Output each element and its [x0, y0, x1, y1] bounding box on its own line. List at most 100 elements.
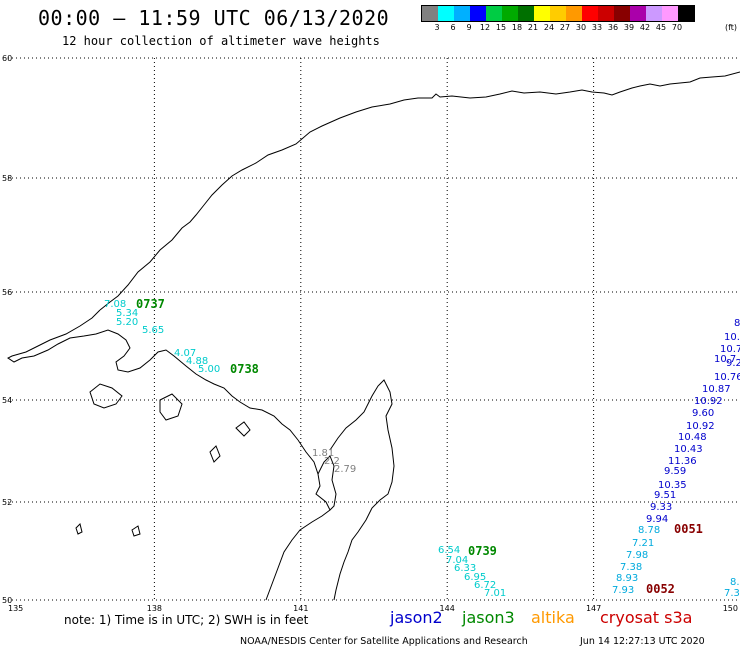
color-bar-label: 27: [559, 23, 571, 32]
color-swatch: [550, 6, 566, 21]
wave-height-label: 7.21: [632, 538, 654, 549]
wave-height-label: 7.38: [620, 562, 642, 573]
longitude-label: 135: [8, 604, 23, 613]
wave-height-label: 10.43: [674, 444, 703, 455]
map-title: 00:00 — 11:59 UTC 06/13/2020: [38, 6, 390, 30]
wave-height-label: 4.88: [186, 356, 208, 367]
island-sakhalin-region: [329, 379, 395, 601]
latitude-label: 52: [2, 498, 12, 507]
wave-height-label: 9.94: [646, 514, 668, 525]
satellite-legend-jason2: jason2: [390, 608, 443, 627]
color-bar-label: 30: [575, 23, 587, 32]
wave-height-label: 10.92: [686, 421, 715, 432]
wave-height-label: 4.07: [174, 348, 196, 359]
wave-height-label: 10.48: [678, 432, 707, 443]
wave-height-label: 8.: [730, 577, 740, 588]
wave-height-label: 7.3: [724, 588, 740, 599]
wave-height-label: 5.20: [116, 317, 138, 328]
color-swatch: [486, 6, 502, 21]
color-swatch: [678, 6, 694, 21]
longitude-label: 150: [723, 604, 738, 613]
coastline-mainland-east: [265, 439, 331, 601]
wave-height-label: 5.00: [198, 364, 220, 375]
coastline-west: [7, 309, 299, 441]
wave-height-label: 6.54: [438, 545, 460, 556]
wave-height-label: 7.01: [484, 588, 506, 599]
wave-height-label: 6.95: [464, 572, 486, 583]
wave-height-label: 10.76: [714, 372, 740, 383]
wave-height-label: 10.35: [658, 480, 687, 491]
map-frame: [8, 58, 740, 600]
wave-height-label: 8.93: [616, 573, 638, 584]
satellite-legend-jason3: jason3: [462, 608, 515, 627]
bay-islands: [75, 383, 251, 537]
color-bar-label: 15: [495, 23, 507, 32]
color-bar-label: 33: [591, 23, 603, 32]
credit-text: NOAA/NESDIS Center for Satellite Applica…: [240, 636, 528, 647]
color-bar-label: 9: [466, 23, 472, 32]
color-swatch: [454, 6, 470, 21]
color-bar-label: 70: [671, 23, 683, 32]
color-swatch: [502, 6, 518, 21]
color-swatch: [646, 6, 662, 21]
color-swatch: [582, 6, 598, 21]
wave-height-label: 5.34: [116, 308, 138, 319]
wave-height-label: 9.33: [650, 502, 672, 513]
latitude-label: 50: [2, 596, 12, 605]
color-bar-label: 18: [511, 23, 523, 32]
wave-height-label: 2.79: [334, 464, 356, 475]
wave-height-label: 8: [734, 318, 740, 329]
color-bar-labels: 3 6 9 12 15 18 21 24 27 30 33 36 39 42 45 70 (ft): [421, 23, 740, 35]
satellite-legend-altika: altika: [531, 608, 575, 627]
color-bar-label: 12: [479, 23, 491, 32]
color-swatch: [518, 6, 534, 21]
color-bar-label: 45: [655, 23, 667, 32]
color-bar-unit: (ft): [724, 23, 738, 32]
longitude-label: 141: [293, 604, 308, 613]
gulf-inlet: [317, 455, 337, 511]
coastline-north: [99, 71, 740, 311]
wave-height-label: 7.08: [104, 299, 126, 310]
wave-height-label: 11.36: [668, 456, 697, 467]
satellite-legend-cryosat-s3a: cryosat s3a: [600, 608, 693, 627]
longitude-label: 138: [147, 604, 162, 613]
wave-height-label: 7.98: [626, 550, 648, 561]
color-bar-label: 24: [543, 23, 555, 32]
latitude-label: 54: [2, 396, 12, 405]
wave-height-label: 10.7: [714, 354, 736, 365]
note-text: note: 1) Time is in UTC; 2) SWH is in fe…: [64, 613, 309, 627]
longitude-label: 147: [586, 604, 601, 613]
color-bar-label: 3: [434, 23, 440, 32]
wave-height-label: 8.78: [638, 525, 660, 536]
color-bar-label: 42: [639, 23, 651, 32]
pass-time-label: 0738: [230, 362, 259, 376]
longitude-label: 144: [440, 604, 455, 613]
color-swatch: [422, 6, 438, 21]
wave-height-label: 10.: [724, 332, 740, 343]
wave-height-color-bar: [421, 5, 695, 22]
latitude-label: 56: [2, 288, 12, 297]
wave-height-label: 9.60: [692, 408, 714, 419]
color-swatch: [566, 6, 582, 21]
wave-height-label: 9.59: [664, 466, 686, 477]
wave-height-label: 7.04: [446, 555, 468, 566]
wave-height-label: 2.2: [324, 456, 340, 467]
pass-time-label: 0739: [468, 544, 497, 558]
latitude-label: 60: [2, 54, 12, 63]
wave-height-label: 5.65: [142, 325, 164, 336]
pass-time-label: 0051: [674, 522, 703, 536]
wave-height-label: 6.72: [474, 580, 496, 591]
color-swatch: [598, 6, 614, 21]
color-swatch: [534, 6, 550, 21]
pass-time-label: 0737: [136, 297, 165, 311]
color-swatch: [630, 6, 646, 21]
wave-height-label: 10.7: [720, 344, 740, 355]
latitude-label: 58: [2, 174, 12, 183]
wave-height-label: 10.87: [702, 384, 731, 395]
wave-height-label: 6.33: [454, 563, 476, 574]
wave-height-label: 9.20: [726, 358, 740, 369]
color-bar-label: 36: [607, 23, 619, 32]
wave-height-label: 7.93: [612, 585, 634, 596]
map-subtitle: 12 hour collection of altimeter wave hei…: [62, 34, 380, 48]
